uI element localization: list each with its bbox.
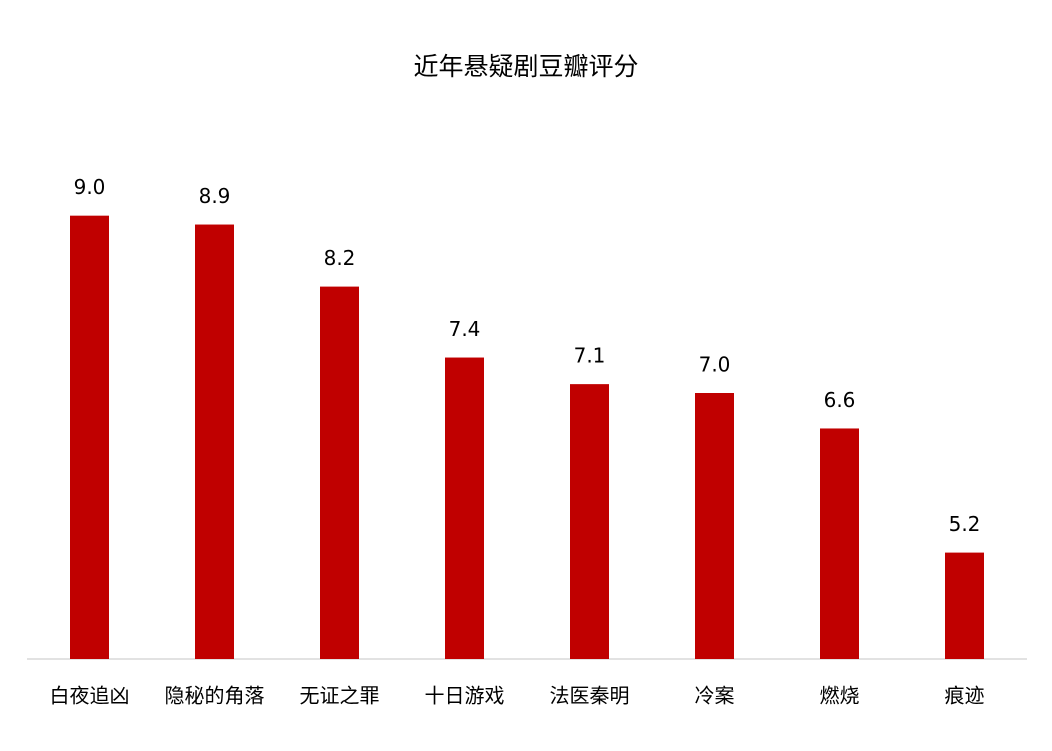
value-label: 7.4: [449, 317, 481, 341]
x-tick-label: 十日游戏: [425, 684, 505, 708]
bar: [445, 357, 484, 659]
value-label: 7.1: [574, 344, 606, 368]
value-label: 8.2: [324, 246, 356, 270]
bar: [570, 384, 609, 659]
value-label: 9.0: [74, 175, 106, 199]
x-tick-label: 法医秦明: [550, 684, 630, 708]
bar: [195, 224, 234, 660]
x-tick-label: 隐秘的角落: [165, 684, 265, 708]
x-tick-label: 痕迹: [945, 684, 985, 708]
bar: [695, 393, 734, 659]
x-tick-label: 白夜追凶: [50, 684, 130, 708]
value-label: 5.2: [949, 512, 981, 536]
chart-title: 近年悬疑剧豆瓣评分: [413, 52, 638, 81]
value-label: 7.0: [699, 353, 731, 377]
value-label: 6.6: [824, 388, 856, 412]
x-tick-label: 无证之罪: [300, 684, 380, 708]
value-label: 8.9: [199, 184, 231, 208]
bar: [945, 552, 984, 659]
x-tick-label: 冷案: [695, 684, 735, 708]
x-tick-label: 燃烧: [820, 684, 860, 708]
bar: [820, 428, 859, 659]
bar: [320, 286, 359, 659]
bar: [70, 215, 109, 659]
